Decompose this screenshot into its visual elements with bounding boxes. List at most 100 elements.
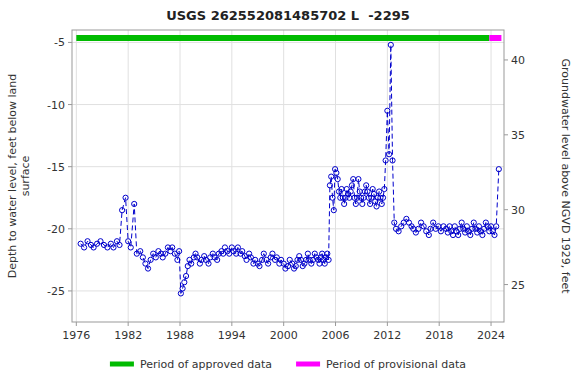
x-tick-label: 1976 (62, 329, 90, 342)
data-point (413, 230, 418, 235)
x-tick (335, 322, 336, 326)
data-point (293, 263, 298, 268)
data-point (379, 201, 384, 206)
data-point (182, 280, 187, 285)
data-point (426, 232, 431, 237)
data-point (153, 255, 158, 260)
data-point (382, 186, 387, 191)
data-point (404, 216, 409, 221)
data-point (411, 226, 416, 231)
x-tick (439, 322, 440, 326)
data-point (436, 224, 441, 229)
y-grid-line (72, 104, 504, 105)
data-point (452, 224, 457, 229)
data-point (447, 224, 452, 229)
data-point (494, 224, 499, 229)
legend-item: Period of approved data (110, 358, 272, 371)
legend-label: Period of provisional data (326, 358, 466, 371)
data-point (145, 266, 150, 271)
data-point (132, 201, 137, 206)
data-point (374, 204, 379, 209)
x-grid-line (231, 30, 232, 322)
chart-title: USGS 262552081485702 L -2295 (166, 8, 410, 23)
y2-tick (504, 209, 508, 210)
data-point (390, 158, 395, 163)
data-point (421, 224, 426, 229)
data-point (235, 245, 240, 250)
data-point (143, 261, 148, 266)
data-point (438, 229, 443, 234)
data-point (287, 257, 292, 262)
data-point (471, 220, 476, 225)
data-point (329, 174, 334, 179)
data-line (81, 45, 499, 294)
data-point (348, 189, 353, 194)
y-tick-label: -5 (54, 36, 65, 49)
data-point (140, 255, 145, 260)
data-point (257, 263, 262, 268)
axes: 197619821988199420002006201220182024-25-… (47, 36, 525, 342)
y2-tick (504, 59, 508, 60)
data-point (361, 195, 366, 200)
data-point (351, 177, 356, 182)
data-point (339, 186, 344, 191)
data-point (327, 183, 332, 188)
y-axis-label: Depth to water level, feet below landsur… (6, 74, 32, 279)
data-point (128, 245, 133, 250)
plot-frame (72, 30, 504, 322)
data-point (388, 42, 393, 47)
x-grid-line (128, 30, 129, 322)
data-point (189, 261, 194, 266)
data-point (349, 183, 354, 188)
data-point (360, 201, 365, 206)
x-tick (387, 322, 388, 326)
data-point (305, 251, 310, 256)
data-point (178, 291, 183, 296)
legend-swatch (110, 362, 134, 367)
x-grid-line (283, 30, 284, 322)
data-point (151, 251, 156, 256)
data-point (326, 257, 331, 262)
data-point (480, 232, 485, 237)
x-tick-label: 1982 (114, 329, 142, 342)
data-point (365, 189, 370, 194)
x-tick-label: 2018 (425, 329, 453, 342)
data-point (123, 195, 128, 200)
data-point (206, 261, 211, 266)
data-point (370, 186, 375, 191)
y2-tick-label: 40 (511, 54, 525, 67)
x-tick-label: 1988 (166, 329, 194, 342)
data-point (331, 208, 336, 213)
x-tick-label: 2000 (270, 329, 298, 342)
data-point (373, 199, 378, 204)
y-tick (68, 290, 72, 291)
x-tick (231, 322, 232, 326)
data-point (353, 201, 358, 206)
y-grid-line (72, 166, 504, 167)
x-grid-line (439, 30, 440, 322)
data-point (377, 189, 382, 194)
data-point (476, 224, 481, 229)
data-point (463, 230, 468, 235)
data-point (392, 220, 397, 225)
data-point (385, 108, 390, 113)
data-point (357, 189, 362, 194)
y-axis-label-line: Depth to water level, feet below land (6, 74, 19, 279)
y-axis-label-line: surface (19, 155, 32, 196)
data-point (111, 245, 116, 250)
legend: Period of approved data Period of provisi… (110, 358, 466, 371)
data-point (270, 251, 275, 256)
x-tick-label: 2012 (373, 329, 401, 342)
data-point (496, 167, 501, 172)
data-point (418, 220, 423, 225)
data-point (148, 257, 153, 262)
data-point (253, 257, 258, 262)
data-point (170, 245, 175, 250)
y-tick-label: -15 (47, 161, 65, 174)
data-point (183, 273, 188, 278)
data-point (177, 249, 182, 254)
data-point (386, 152, 391, 157)
x-grid-line (491, 30, 492, 322)
data-point (406, 220, 411, 225)
y2-tick-label: 30 (511, 204, 525, 217)
